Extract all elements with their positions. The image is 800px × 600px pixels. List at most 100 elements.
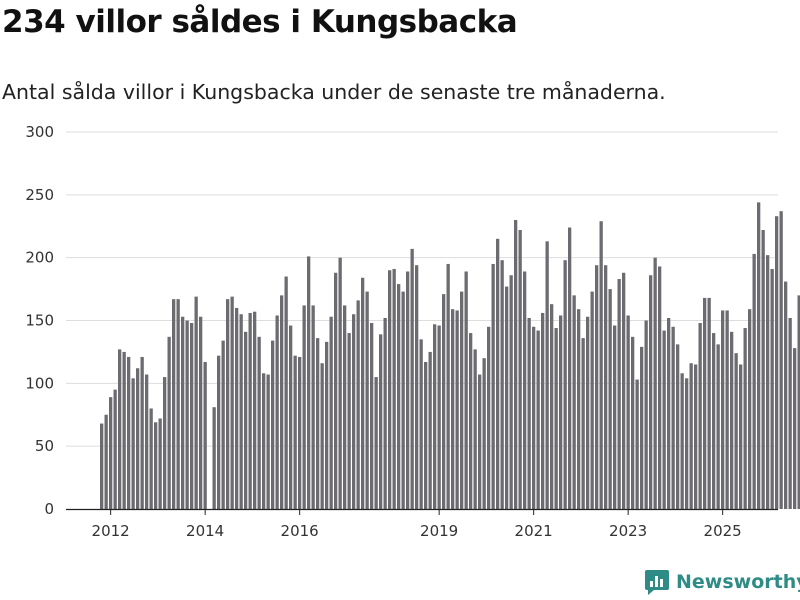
bar — [734, 353, 738, 509]
bar — [266, 374, 270, 509]
bar — [712, 333, 716, 509]
bar-chart-logo-icon — [645, 570, 669, 595]
bar — [707, 297, 711, 509]
bar — [667, 317, 671, 509]
bar — [541, 312, 545, 509]
bar — [545, 241, 549, 509]
bar — [649, 275, 653, 509]
bar — [365, 291, 369, 509]
bar — [289, 325, 293, 509]
bar — [379, 334, 383, 509]
bar — [199, 316, 203, 509]
bar — [118, 349, 122, 509]
bar — [662, 330, 666, 509]
bar — [572, 295, 576, 509]
bar — [311, 305, 315, 509]
bar — [797, 295, 800, 509]
bar — [446, 263, 450, 509]
bar — [347, 333, 351, 509]
bar — [284, 276, 288, 509]
bar — [383, 317, 387, 509]
bar — [527, 317, 531, 509]
brand-name: Newsworthy — [676, 571, 800, 593]
bar — [433, 324, 437, 509]
bar — [235, 307, 239, 509]
bar — [275, 315, 279, 509]
bar — [626, 315, 630, 509]
bar — [703, 297, 707, 509]
y-tick-label: 150 — [25, 312, 54, 330]
bar — [730, 331, 734, 509]
bar — [316, 338, 320, 509]
bar — [181, 316, 185, 509]
bar — [523, 271, 527, 509]
y-tick-label: 250 — [25, 186, 54, 204]
bar — [127, 356, 131, 509]
bar — [671, 326, 675, 509]
bar — [725, 310, 729, 509]
bar — [410, 248, 414, 509]
bar — [388, 270, 392, 509]
bar — [352, 314, 356, 509]
bar — [613, 325, 617, 509]
x-tick-label: 2016 — [281, 522, 319, 540]
bar — [392, 268, 396, 509]
bar — [590, 291, 594, 509]
bar — [397, 284, 401, 509]
bar — [577, 309, 581, 509]
bar — [685, 378, 689, 509]
x-tick-label: 2012 — [92, 522, 130, 540]
bar — [784, 281, 788, 509]
bar — [536, 330, 540, 509]
bar — [217, 355, 221, 509]
bar — [599, 221, 603, 509]
bar — [419, 339, 423, 509]
bar — [338, 257, 342, 509]
bar — [406, 271, 410, 509]
bar — [631, 336, 635, 509]
x-tick-label: 2014 — [186, 522, 224, 540]
bar — [550, 304, 554, 509]
bar — [325, 341, 329, 509]
bar — [455, 310, 459, 509]
x-tick-label: 2021 — [515, 522, 553, 540]
bar — [194, 296, 198, 509]
bar — [644, 320, 648, 509]
bar — [500, 260, 504, 509]
bar — [469, 333, 473, 509]
bar — [212, 407, 216, 509]
bar — [491, 263, 495, 509]
bar — [370, 323, 374, 509]
bar — [203, 361, 207, 509]
bar — [779, 211, 783, 510]
bar — [460, 291, 464, 509]
bar — [563, 260, 567, 509]
x-tick-label: 2023 — [609, 522, 647, 540]
bar — [163, 377, 167, 509]
page-title: 234 villor såldes i Kungsbacka — [2, 4, 518, 40]
chart-subtitle: Antal sålda villor i Kungsbacka under de… — [2, 80, 666, 104]
bar — [361, 277, 365, 509]
bar — [343, 305, 347, 509]
bar — [788, 317, 792, 509]
bar — [608, 289, 612, 509]
bar — [122, 351, 126, 509]
bar — [221, 340, 225, 509]
bar — [505, 286, 509, 509]
bar — [752, 253, 756, 509]
y-tick-label: 300 — [25, 123, 54, 141]
bar — [302, 305, 306, 509]
x-axis-labels: 2012 2014 2016 2019 2021 2023 2025 — [92, 509, 742, 540]
bar — [518, 230, 522, 509]
bar — [775, 216, 779, 509]
bar — [185, 320, 189, 509]
bar — [136, 368, 140, 509]
bar — [554, 328, 558, 509]
bar — [176, 299, 180, 509]
bar — [635, 379, 639, 509]
bar — [442, 294, 446, 509]
bar — [793, 348, 797, 509]
bar — [415, 265, 419, 509]
bar — [721, 310, 725, 509]
